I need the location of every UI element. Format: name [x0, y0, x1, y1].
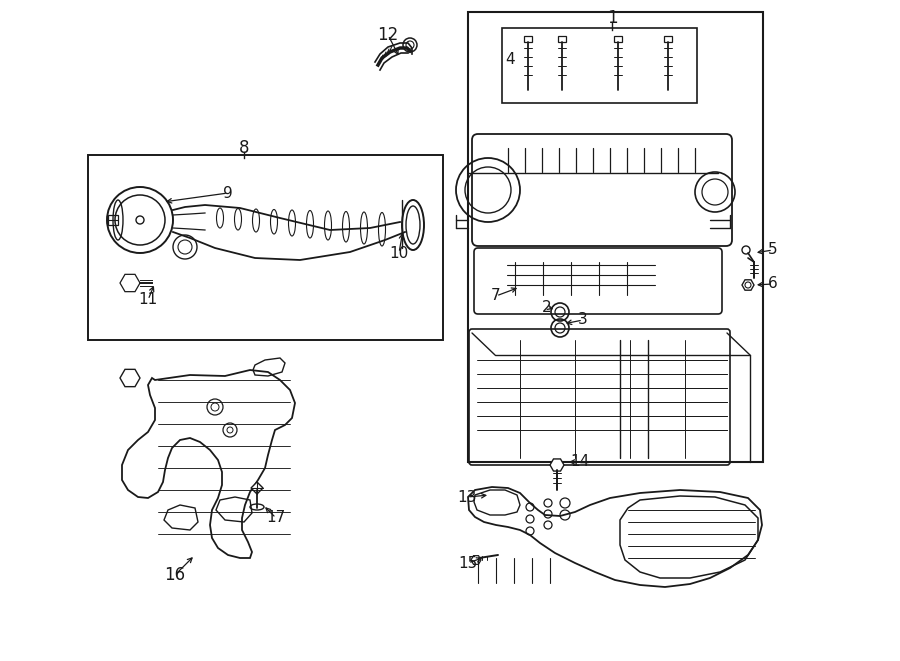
Bar: [468, 12, 763, 462]
Text: 16: 16: [165, 566, 185, 584]
Text: 12: 12: [377, 26, 399, 44]
Bar: [558, 36, 566, 42]
Text: 6: 6: [768, 276, 778, 292]
Text: 1: 1: [607, 9, 617, 27]
Bar: [88, 155, 443, 340]
Text: 3: 3: [578, 313, 588, 327]
Text: 7: 7: [491, 288, 500, 303]
Polygon shape: [471, 556, 481, 564]
Text: 4: 4: [505, 52, 515, 67]
Text: 9: 9: [223, 186, 233, 200]
Text: 15: 15: [458, 555, 478, 570]
Bar: [108, 215, 118, 225]
Bar: [614, 36, 622, 42]
Text: 13: 13: [457, 490, 477, 504]
Text: 5: 5: [769, 243, 778, 258]
Polygon shape: [120, 274, 140, 292]
Text: 2: 2: [542, 299, 552, 315]
Text: 8: 8: [238, 139, 249, 157]
Polygon shape: [251, 482, 263, 494]
Text: 10: 10: [390, 245, 409, 260]
Bar: [524, 36, 532, 42]
Text: 17: 17: [266, 510, 285, 525]
Text: 11: 11: [139, 293, 158, 307]
Text: 14: 14: [571, 455, 590, 469]
Bar: [664, 36, 672, 42]
Polygon shape: [550, 459, 564, 471]
Bar: [502, 28, 697, 103]
Polygon shape: [742, 280, 754, 290]
